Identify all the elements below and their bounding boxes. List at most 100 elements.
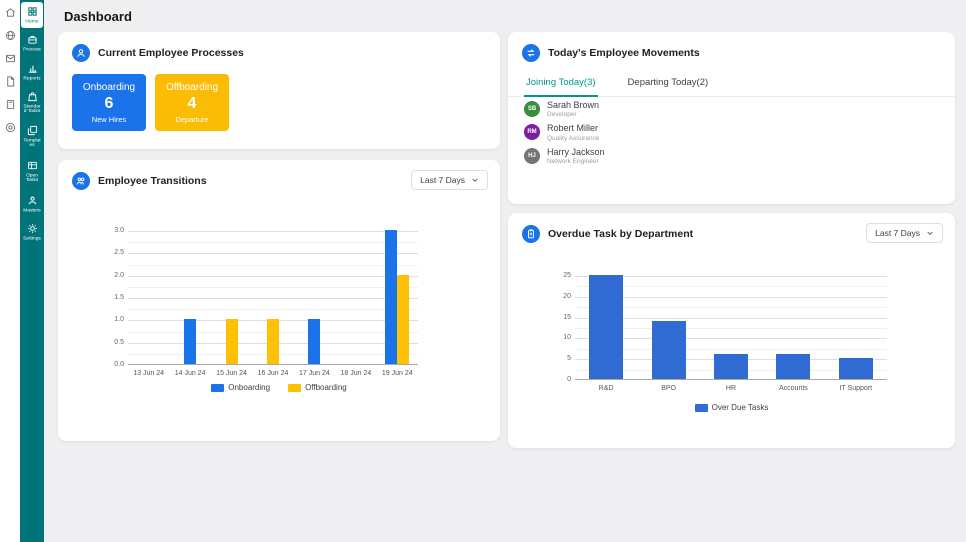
sidebar-item-label: Open Tasks xyxy=(25,173,39,184)
avatar: SB xyxy=(524,101,540,118)
employee-name: Harry Jackson xyxy=(547,146,605,157)
sidebar-item-settings[interactable]: Settings xyxy=(21,219,43,245)
gridline xyxy=(128,264,418,266)
x-axis-tick: 16 Jun 24 xyxy=(257,370,289,377)
gridline xyxy=(128,253,418,255)
gear-icon xyxy=(27,223,38,234)
date-range-select[interactable]: Last 7 Days xyxy=(866,223,943,243)
sidebar-item-open-tasks[interactable]: Open Tasks xyxy=(21,156,43,189)
employee-info: Harry Jackson Network Engineer xyxy=(547,147,605,165)
employee-row[interactable]: RM Robert Miller Quality Assurance xyxy=(524,123,941,142)
gridline xyxy=(128,242,418,244)
x-axis-line xyxy=(128,364,418,365)
date-range-value: Last 7 Days xyxy=(420,175,465,185)
employee-row[interactable]: SB Sarah Brown Developer xyxy=(524,100,941,118)
sidebar-item-label: Masters xyxy=(23,207,41,213)
sidebar-item-masters[interactable]: Masters xyxy=(21,191,43,217)
gridline xyxy=(575,296,887,298)
x-axis-tick: 19 Jun 24 xyxy=(381,370,413,377)
y-axis-tick: 1.0 xyxy=(114,316,124,324)
bar-over-due-tasks-accounts xyxy=(776,354,811,379)
bar-onboarding-19-jun-24 xyxy=(385,230,398,364)
legend-label: Over Due Tasks xyxy=(711,403,769,412)
process-tiles: Onboarding 6 New Hires Offboarding 4 Departur… xyxy=(72,74,229,131)
bar-over-due-tasks-it-support xyxy=(838,358,873,379)
employee-transitions-chart: 0.0 0.5 1.0 1.5 2.0 2.5 3.0 13 Jun 24 14 Jun 24 1… xyxy=(58,160,500,441)
x-axis-tick: 17 Jun 24 xyxy=(299,370,330,377)
chevron-down-icon xyxy=(926,229,934,237)
tab-joining-today-3[interactable]: Joining Today(3) xyxy=(524,74,598,97)
tile-value: 4 xyxy=(187,94,197,112)
chart-legend: Onboarding Offboarding xyxy=(58,383,500,392)
sidebar-item-label: Standard Tasks xyxy=(23,103,41,114)
globe-icon[interactable] xyxy=(5,30,16,41)
sidebar-item-label: Home xyxy=(25,19,39,24)
legend-item-offboarding: Offboarding xyxy=(288,383,347,392)
legend-swatch xyxy=(694,403,708,412)
x-axis-tick: IT Support xyxy=(839,385,873,392)
x-axis-tick: R&D xyxy=(598,385,614,392)
employee-role: Network Engineer xyxy=(547,157,599,165)
bar-onboarding-14-jun-24 xyxy=(184,319,197,364)
x-axis-tick: HR xyxy=(725,385,737,392)
tile-caption: New Hires xyxy=(91,114,127,124)
bar-over-due-tasks-hr xyxy=(714,354,748,379)
employee-processes-icon xyxy=(72,44,90,62)
tile-value: 6 xyxy=(104,94,114,112)
gridline xyxy=(128,286,418,288)
gridline xyxy=(575,338,887,340)
person-icon xyxy=(27,195,38,206)
sidebar-item-home[interactable]: Home xyxy=(21,2,43,29)
chevron-down-icon xyxy=(471,176,479,184)
tile-offboarding[interactable]: Offboarding 4 Departure xyxy=(155,74,229,131)
card-header: Overdue Task by Department xyxy=(522,225,693,243)
gridline xyxy=(128,275,418,277)
plot-area xyxy=(575,275,887,380)
legend-label: Offboarding xyxy=(305,383,347,392)
sidebar-item-templates[interactable]: Templates xyxy=(21,121,43,154)
card-current-employee-processes: Current Employee Processes Onboarding 6 Ne… xyxy=(58,32,500,149)
sidebar-item-standard-tasks[interactable]: Standard Tasks xyxy=(21,87,43,120)
tile-caption: Departure xyxy=(175,114,209,124)
x-axis-tick: 14 Jun 24 xyxy=(174,370,206,377)
bar-onboarding-17-jun-24 xyxy=(308,319,321,364)
y-axis-tick: 2.0 xyxy=(114,271,124,279)
target-icon[interactable] xyxy=(5,122,16,133)
gridline xyxy=(575,348,887,350)
chart-icon xyxy=(27,63,38,74)
date-range-select[interactable]: Last 7 Days xyxy=(411,170,488,190)
document-icon[interactable] xyxy=(5,76,16,87)
mail-icon[interactable] xyxy=(5,53,16,64)
calculator-icon[interactable] xyxy=(5,99,16,110)
sidebar-item-reports[interactable]: Reports xyxy=(21,59,43,85)
gridline xyxy=(128,298,418,299)
card-title: Current Employee Processes xyxy=(98,47,244,59)
sidebar: Home Process Reports Standard Tasks Template… xyxy=(20,0,44,542)
y-axis-tick: 20 xyxy=(563,292,571,300)
legend-item-onboarding: Onboarding xyxy=(211,383,270,392)
gridline xyxy=(575,328,887,329)
table-icon xyxy=(27,160,38,171)
card-header: Employee Transitions xyxy=(72,172,207,190)
overdue-task-icon xyxy=(522,225,540,243)
x-axis-tick: 18 Jun 24 xyxy=(340,370,372,377)
bag-icon xyxy=(27,91,38,102)
employee-row[interactable]: HJ Harry Jackson Network Engineer xyxy=(524,147,941,165)
x-axis-tick: Accounts xyxy=(778,385,808,392)
tab-departing-today-2[interactable]: Departing Today(2) xyxy=(627,77,709,88)
y-axis-tick: 0.0 xyxy=(114,361,124,368)
card-title: Overdue Task by Department xyxy=(548,228,694,240)
sidebar-item-process[interactable]: Process xyxy=(21,30,43,56)
tile-onboarding[interactable]: Onboarding 6 New Hires xyxy=(72,74,146,131)
legend-item-over-due-tasks: Over Due Tasks xyxy=(694,403,769,412)
gridline xyxy=(575,286,887,288)
employee-info: Robert Miller Quality Assurance xyxy=(547,123,599,141)
y-axis-tick: 5 xyxy=(567,355,571,363)
bar-offboarding-19-jun-24 xyxy=(397,274,410,364)
date-range-value: Last 7 Days xyxy=(875,228,920,238)
icon-rail xyxy=(0,0,20,542)
tile-label: Onboarding xyxy=(82,81,136,93)
copy-icon xyxy=(27,125,38,136)
home-icon[interactable] xyxy=(5,7,16,18)
legend-label: Onboarding xyxy=(228,383,271,392)
